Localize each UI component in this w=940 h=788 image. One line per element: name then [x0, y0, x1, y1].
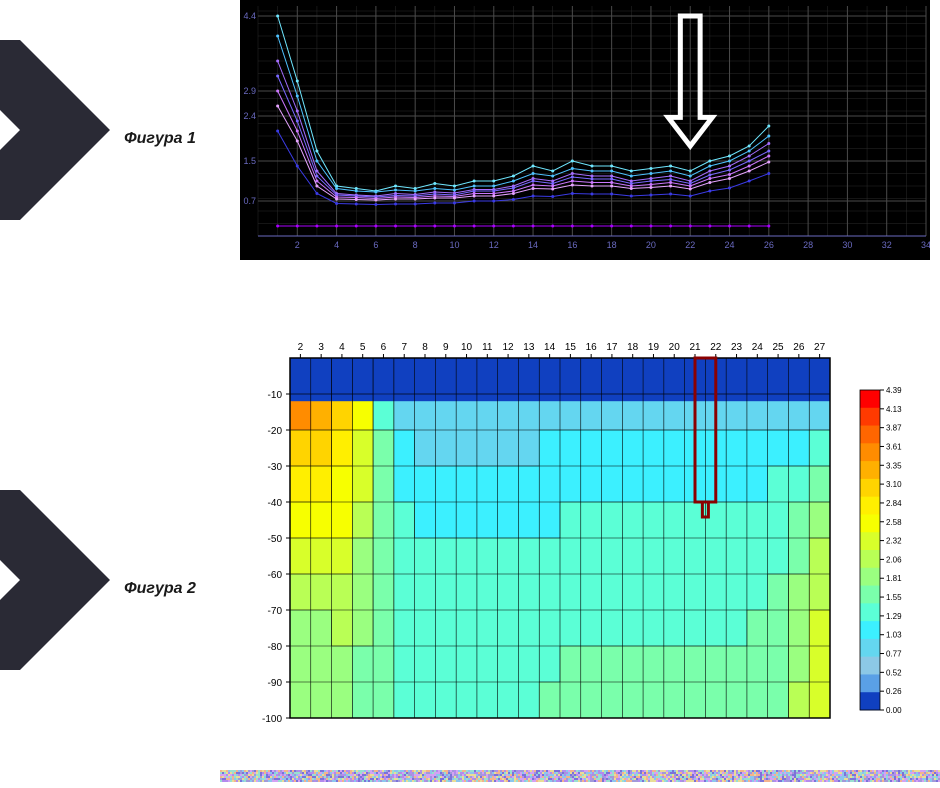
- svg-text:2.06: 2.06: [886, 555, 902, 564]
- svg-text:4.4: 4.4: [243, 11, 256, 21]
- svg-text:19: 19: [648, 342, 660, 353]
- svg-text:3.61: 3.61: [886, 442, 902, 451]
- svg-text:3.87: 3.87: [886, 424, 902, 433]
- svg-text:10: 10: [461, 342, 473, 353]
- svg-text:12: 12: [503, 342, 515, 353]
- svg-text:1.03: 1.03: [886, 631, 902, 640]
- svg-text:27: 27: [814, 342, 826, 353]
- decor-arrow-2: [0, 490, 110, 670]
- decor-arrow-1: [0, 40, 110, 220]
- svg-text:-50: -50: [268, 534, 283, 545]
- svg-text:11: 11: [482, 342, 493, 353]
- svg-text:-60: -60: [268, 570, 283, 581]
- svg-text:-90: -90: [268, 678, 283, 689]
- svg-text:10: 10: [449, 240, 459, 250]
- svg-text:9: 9: [443, 342, 449, 353]
- svg-text:-70: -70: [268, 606, 283, 617]
- svg-text:0.77: 0.77: [886, 650, 902, 659]
- svg-text:5: 5: [360, 342, 366, 353]
- svg-text:4: 4: [339, 342, 345, 353]
- svg-text:34: 34: [921, 240, 930, 250]
- svg-text:3.10: 3.10: [886, 480, 902, 489]
- svg-text:2: 2: [298, 342, 304, 353]
- svg-text:2: 2: [295, 240, 300, 250]
- svg-text:18: 18: [627, 342, 639, 353]
- svg-text:2.58: 2.58: [886, 518, 902, 527]
- svg-text:13: 13: [523, 342, 535, 353]
- svg-text:-80: -80: [268, 642, 283, 653]
- svg-text:32: 32: [882, 240, 892, 250]
- svg-text:20: 20: [669, 342, 681, 353]
- svg-text:8: 8: [422, 342, 428, 353]
- svg-text:-10: -10: [268, 390, 283, 401]
- svg-text:28: 28: [803, 240, 813, 250]
- line-chart: 2468101214161820222426283032340.71.52.42…: [240, 0, 930, 260]
- svg-text:4.39: 4.39: [886, 386, 902, 395]
- svg-text:17: 17: [606, 342, 618, 353]
- figure1-label: Фигура 1: [100, 130, 220, 148]
- svg-text:4: 4: [334, 240, 339, 250]
- svg-text:16: 16: [567, 240, 577, 250]
- svg-text:6: 6: [381, 342, 387, 353]
- svg-text:-30: -30: [268, 462, 283, 473]
- svg-text:26: 26: [793, 342, 805, 353]
- svg-text:23: 23: [731, 342, 743, 353]
- svg-text:2.4: 2.4: [243, 111, 256, 121]
- svg-text:2.84: 2.84: [886, 499, 902, 508]
- svg-text:1.55: 1.55: [886, 593, 902, 602]
- svg-text:-40: -40: [268, 498, 283, 509]
- chart1-container: 2468101214161820222426283032340.71.52.42…: [240, 0, 930, 265]
- chart2-container: 2345678910111213141516171819202122232425…: [240, 330, 930, 755]
- svg-text:16: 16: [586, 342, 598, 353]
- svg-text:2.9: 2.9: [243, 86, 256, 96]
- svg-text:3: 3: [318, 342, 324, 353]
- svg-text:21: 21: [689, 342, 701, 353]
- svg-text:22: 22: [685, 240, 695, 250]
- svg-text:26: 26: [764, 240, 774, 250]
- svg-text:0.52: 0.52: [886, 668, 902, 677]
- svg-text:4.13: 4.13: [886, 405, 902, 414]
- svg-text:3.35: 3.35: [886, 461, 902, 470]
- svg-text:18: 18: [607, 240, 617, 250]
- svg-text:30: 30: [842, 240, 852, 250]
- svg-text:2.32: 2.32: [886, 537, 902, 546]
- svg-text:1.5: 1.5: [243, 156, 256, 166]
- svg-text:0.00: 0.00: [886, 706, 902, 715]
- svg-text:7: 7: [401, 342, 407, 353]
- svg-text:6: 6: [373, 240, 378, 250]
- svg-text:0.7: 0.7: [243, 196, 256, 206]
- svg-text:1.29: 1.29: [886, 612, 902, 621]
- svg-text:-100: -100: [262, 714, 282, 725]
- svg-text:12: 12: [489, 240, 499, 250]
- svg-text:20: 20: [646, 240, 656, 250]
- svg-text:0.26: 0.26: [886, 687, 902, 696]
- figure2-label: Фигура 2: [100, 580, 220, 598]
- svg-text:15: 15: [565, 342, 577, 353]
- svg-text:14: 14: [528, 240, 538, 250]
- svg-text:1.81: 1.81: [886, 574, 902, 583]
- contour-heatmap: 2345678910111213141516171819202122232425…: [240, 330, 930, 750]
- svg-text:-20: -20: [268, 426, 283, 437]
- svg-text:24: 24: [752, 342, 764, 353]
- svg-text:14: 14: [544, 342, 556, 353]
- svg-text:25: 25: [773, 342, 785, 353]
- svg-text:22: 22: [710, 342, 722, 353]
- svg-text:24: 24: [725, 240, 735, 250]
- noise-strip: [220, 770, 940, 782]
- svg-text:8: 8: [413, 240, 418, 250]
